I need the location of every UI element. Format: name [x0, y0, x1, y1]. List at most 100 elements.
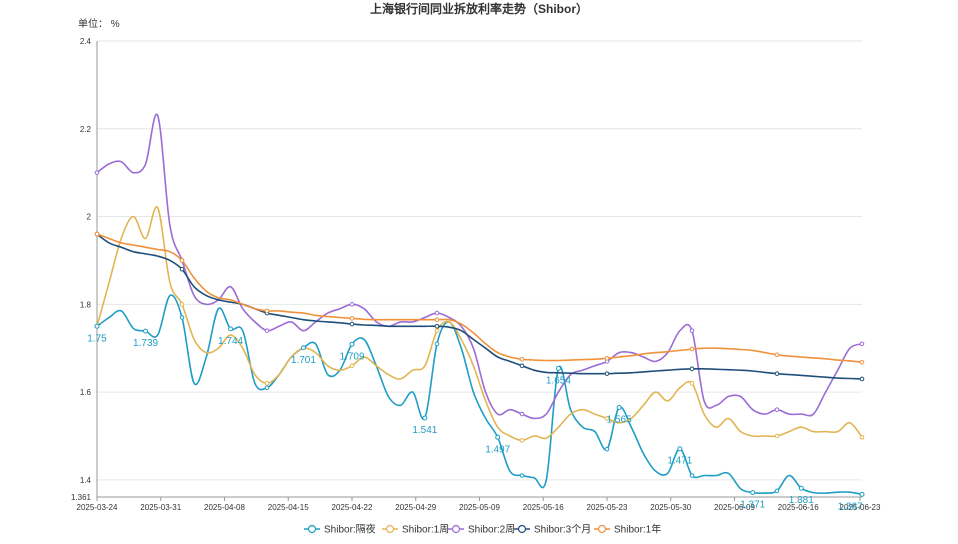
series-point [434, 317, 440, 322]
series-point [519, 356, 525, 362]
series-line-1 [96, 206, 863, 442]
legend-label: Shibor:2周 [468, 524, 515, 536]
labeled-point [859, 491, 865, 497]
y-tick-label: 1.4 [80, 476, 92, 485]
y-tick-label: 2 [87, 213, 92, 222]
legend-label: Shibor:1年 [614, 523, 661, 536]
data-label: 1.654 [546, 375, 571, 386]
data-label: 1.701 [291, 355, 316, 366]
x-tick-label: 2025-04-29 [395, 503, 436, 512]
series-point [349, 302, 355, 307]
series-point [349, 321, 355, 327]
data-label: 1.471 [667, 456, 692, 467]
series-point [264, 328, 270, 333]
legend-label: Shibor:1周 [402, 524, 449, 536]
x-tick-label: 2025-05-30 [650, 503, 691, 512]
series-point [774, 488, 780, 494]
series-point [689, 366, 695, 372]
data-label: 1.709 [339, 351, 364, 362]
unit-label: 单位： % [78, 17, 120, 30]
y-tick-label: 1.6 [80, 388, 92, 397]
series-point [859, 376, 865, 382]
series-point [859, 435, 865, 440]
x-tick-label: 2025-06-16 [778, 503, 819, 512]
series-line-3 [96, 233, 863, 380]
series-point [774, 407, 780, 412]
legend-label: Shibor:3个月 [534, 524, 591, 536]
series-line-4 [96, 233, 863, 364]
series-points [94, 170, 865, 497]
series-point [94, 231, 100, 237]
series-point [689, 328, 695, 333]
x-tick-label: 2025-04-15 [268, 503, 309, 512]
data-label: 1.541 [412, 425, 437, 436]
legend-item-3[interactable]: Shibor:3个月 [514, 524, 591, 536]
data-label: 1.739 [133, 338, 158, 349]
series-point [519, 438, 525, 443]
series-point [179, 315, 185, 320]
labeled-point [616, 404, 622, 410]
x-tick-label: 2025-04-08 [204, 503, 245, 512]
legend-marker [307, 524, 317, 534]
series-point [519, 411, 525, 417]
data-label: 1.367 [837, 501, 862, 512]
labeled-point [94, 323, 100, 329]
labeled-point [677, 446, 683, 452]
series-point [519, 473, 525, 478]
legend-marker [385, 524, 395, 534]
series-point [179, 258, 185, 263]
series-lines [96, 113, 863, 496]
data-label: 1.744 [218, 336, 243, 347]
series-point [774, 352, 780, 358]
labeled-point [495, 434, 501, 440]
series-point [604, 416, 610, 421]
series-point [434, 323, 440, 329]
labeled-point [143, 328, 149, 334]
series-point [689, 381, 695, 386]
labeled-point [798, 485, 804, 491]
data-label: 1.565 [607, 414, 632, 425]
series-point [264, 308, 270, 314]
legend-item-1[interactable]: Shibor:1周 [382, 524, 449, 536]
data-label: 1.371 [740, 500, 765, 511]
series-point [604, 371, 610, 376]
series-point [859, 341, 865, 347]
series-point [434, 341, 440, 347]
series-line-2 [96, 113, 863, 420]
legend-marker [451, 524, 461, 534]
legend-item-2[interactable]: Shibor:2周 [448, 524, 515, 536]
y-tick-label: 1.361 [71, 493, 92, 502]
x-tick-label: 2025-05-23 [587, 503, 628, 512]
series-point [519, 363, 525, 369]
x-tick-label: 2025-06-23 [840, 503, 881, 512]
series-line-0 [96, 294, 863, 496]
y-tick-label: 1.8 [80, 300, 92, 309]
axes [96, 41, 862, 498]
series-point [859, 359, 865, 365]
y-tick-label: 2.4 [80, 37, 92, 46]
labeled-point [422, 415, 428, 421]
series-point [604, 356, 610, 361]
x-tick-label: 2025-06-09 [714, 503, 755, 512]
legend-item-4[interactable]: Shibor:1年 [594, 523, 661, 536]
x-axis-ticks: 2025-03-24 2025-03-31 2025-04-08 2025-04-15… [77, 497, 881, 512]
series-point [434, 328, 440, 333]
series-point [179, 266, 185, 272]
legend-label: Shibor:隔夜 [324, 523, 376, 536]
series-point [264, 381, 270, 386]
labeled-point [750, 490, 756, 496]
series-point [264, 385, 270, 391]
gridlines [97, 40, 862, 481]
data-labels: 1.75 1.739 1.744 1.701 1.709 1.541 1.497 1.654 1… [87, 333, 863, 512]
legend-marker [517, 524, 527, 534]
labeled-point [349, 341, 355, 347]
series-point [349, 316, 355, 321]
legend[interactable]: Shibor:隔夜 Shibor:1周 Shibor:2周 Shibor:3个月 Shi… [304, 523, 661, 536]
data-label: 1.75 [87, 333, 107, 344]
x-tick-label: 2025-05-09 [459, 503, 500, 512]
labeled-point [228, 326, 234, 332]
legend-item-0[interactable]: Shibor:隔夜 [304, 523, 376, 536]
series-point [179, 302, 185, 307]
